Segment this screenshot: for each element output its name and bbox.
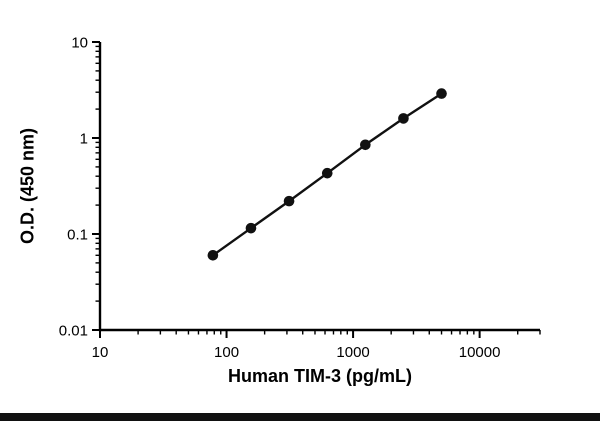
y-tick-label: 0.01 (59, 323, 88, 340)
y-axis-title: O.D. (450 nm) (17, 127, 38, 245)
data-point (283, 195, 295, 207)
x-tick-label: 1000 (336, 344, 369, 361)
data-point (245, 222, 257, 234)
data-point (360, 139, 371, 151)
data-point (207, 249, 219, 261)
y-tick-label: 10 (71, 35, 88, 52)
y-tick-label: 0.1 (67, 227, 88, 244)
x-tick-label: 10000 (459, 344, 501, 361)
x-tick-label: 100 (214, 344, 239, 361)
x-axis-title: Human TIM-3 (pg/mL) (228, 366, 412, 386)
x-tick-label: 10 (92, 344, 109, 361)
y-tick-label: 1 (80, 131, 88, 148)
data-point (398, 113, 409, 124)
data-point (321, 167, 333, 179)
data-point (436, 88, 447, 99)
bottom-bar (0, 413, 600, 421)
